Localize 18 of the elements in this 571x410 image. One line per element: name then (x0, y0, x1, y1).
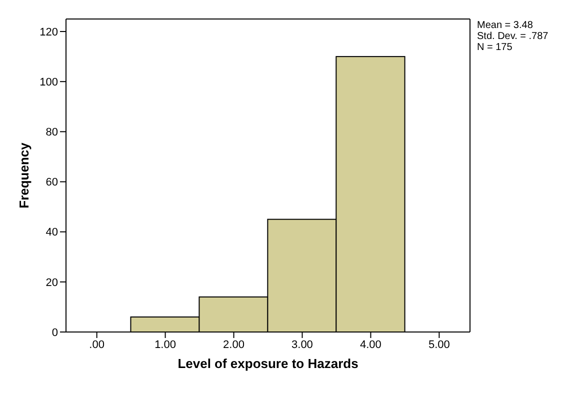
x-tick-label: 2.00 (223, 338, 244, 351)
y-tick-label: 0 (52, 326, 58, 339)
y-tick-label: 120 (40, 26, 58, 38)
x-axis-title: Level of exposure to Hazards (178, 356, 358, 371)
y-tick-label: 40 (46, 226, 58, 239)
x-tick-label: 4.00 (360, 338, 382, 351)
x-tick-label: 3.00 (292, 338, 313, 351)
x-tick-label: 5.00 (428, 338, 450, 351)
y-axis-title: Frequency (16, 142, 32, 208)
y-tick-label: 60 (46, 176, 58, 189)
y-tick-label: 20 (46, 276, 58, 289)
text: Std. Dev. = .787 (477, 31, 548, 42)
y-tick-label: 100 (40, 76, 58, 89)
y-tick-label: 80 (46, 126, 58, 139)
x-tick-label: 1.00 (154, 338, 176, 351)
x-tick-label: .00 (89, 338, 104, 351)
text: N = 175 (477, 42, 514, 53)
text: Mean = 3.48 (477, 20, 534, 31)
